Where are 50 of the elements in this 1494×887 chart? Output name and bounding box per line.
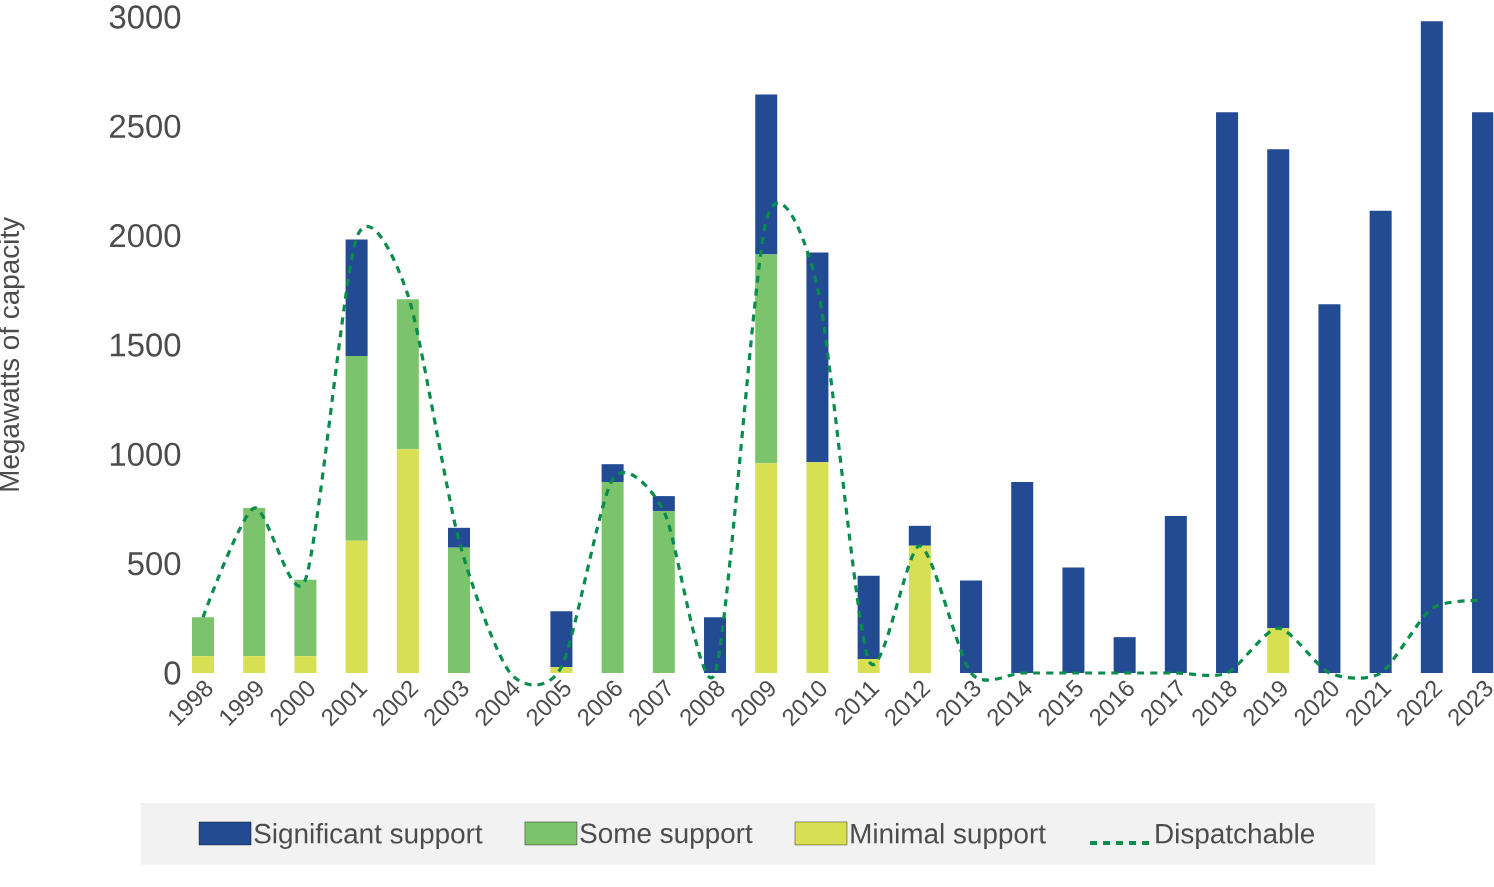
bar [191,656,215,673]
y-tick-label: 2500 [110,114,181,138]
bar [755,254,778,464]
bar [960,580,983,673]
bar [448,547,471,673]
bar [704,617,727,673]
y-tick-label: 500 [128,552,181,576]
bar [243,656,266,673]
bar [857,575,880,659]
bar [1164,516,1187,673]
bar [191,617,215,657]
bar [601,464,624,483]
bar [755,94,778,255]
bar [601,482,624,673]
bar [1216,112,1239,673]
y-tick-label: 1500 [110,333,181,357]
bar [396,449,419,673]
bar [1472,112,1494,673]
bar [1420,21,1443,673]
bar [652,496,675,511]
bar [294,579,317,657]
bar [1267,149,1290,629]
bar [1062,567,1085,673]
bar [806,462,829,673]
bar [908,525,931,546]
bar [857,659,880,673]
legend-label: Some support [580,823,753,849]
bar [345,239,368,356]
bar [550,611,573,668]
y-tick-label: 2000 [110,224,181,248]
bar [1369,210,1392,673]
bar [294,656,317,673]
bar [908,545,931,673]
y-tick-label: 1000 [110,442,181,466]
bar [345,355,368,541]
bar [243,507,266,657]
bar [448,527,471,548]
bar [345,540,368,673]
legend-label: Significant support [254,823,483,850]
bar [806,252,829,463]
bar [1113,637,1136,673]
bar [396,299,419,450]
bar [755,463,778,673]
bar [1318,304,1341,673]
legend-label: Dispatchable [1156,823,1315,850]
y-tick-label: 3000 [109,5,181,29]
bar [1011,482,1034,673]
legend-label: Minimal support [851,823,1046,850]
bar [652,510,675,673]
bar [1267,628,1290,673]
